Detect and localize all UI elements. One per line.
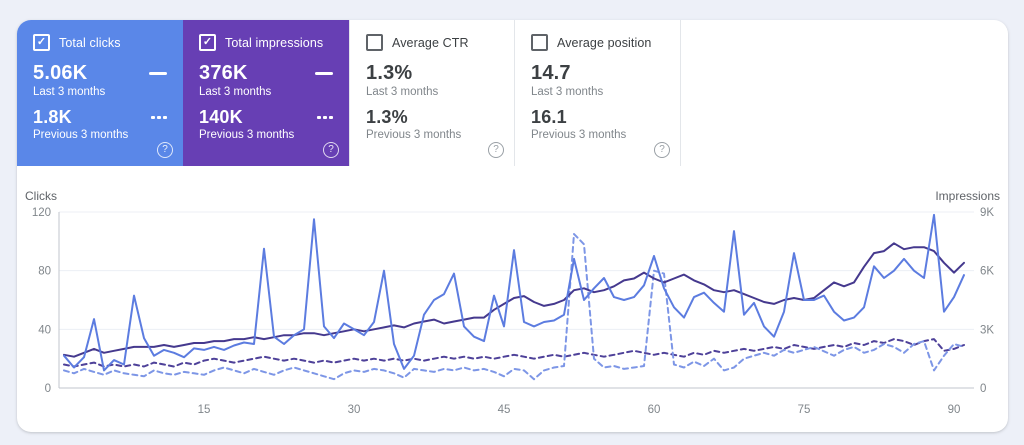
metric-cards-row: ✓ Total clicks 5.06K Last 3 months 1.8K …: [17, 20, 1008, 166]
card-header: Average CTR: [366, 34, 500, 51]
previous-caption: Previous 3 months: [366, 129, 462, 141]
help-icon[interactable]: ?: [157, 142, 173, 158]
left-axis-tick: 120: [32, 207, 51, 219]
dashed-line-icon: [151, 116, 167, 119]
previous-value: 16.1: [531, 107, 567, 127]
help-icon[interactable]: ?: [323, 142, 339, 158]
previous-caption: Previous 3 months: [531, 129, 627, 141]
dashed-line-icon: [317, 116, 333, 119]
previous-value: 1.8K: [33, 107, 72, 127]
x-axis-tick: 90: [948, 404, 961, 416]
performance-panel: ✓ Total clicks 5.06K Last 3 months 1.8K …: [17, 20, 1008, 432]
previous-caption: Previous 3 months: [33, 129, 129, 141]
current-caption: Last 3 months: [33, 86, 106, 98]
card-header: ✓ Total clicks: [33, 34, 169, 51]
performance-chart: Clicks Impressions 120 80 40 0 9K 6K 3K 0 15 30 45 60…: [17, 185, 1008, 432]
card-label: Average CTR: [392, 35, 469, 50]
x-axis-tick: 30: [348, 404, 361, 416]
card-label: Total impressions: [225, 35, 324, 50]
x-axis-tick: 60: [648, 404, 661, 416]
card-total-impressions[interactable]: ✓ Total impressions 376K Last 3 months 1…: [183, 20, 349, 166]
right-axis-tick: 3K: [980, 324, 994, 336]
performance-chart-svg: Clicks Impressions 120 80 40 0 9K 6K 3K 0 15 30 45 60…: [25, 189, 1000, 416]
current-value: 5.06K: [33, 62, 88, 84]
series-line-clicks-previous: [63, 233, 965, 381]
help-icon[interactable]: ?: [654, 142, 670, 158]
left-axis-tick: 0: [45, 383, 51, 395]
check-icon: ✓: [202, 36, 213, 48]
previous-value: 140K: [199, 107, 243, 127]
card-header: Average position: [531, 34, 666, 51]
total-clicks-checkbox[interactable]: ✓: [33, 34, 50, 51]
solid-line-icon: [315, 72, 333, 75]
current-value: 376K: [199, 62, 248, 84]
total-impressions-checkbox[interactable]: ✓: [199, 34, 216, 51]
card-label: Average position: [557, 35, 652, 50]
card-label: Total clicks: [59, 35, 121, 50]
average-position-checkbox[interactable]: [531, 34, 548, 51]
right-axis-tick: 9K: [980, 207, 994, 219]
card-total-clicks[interactable]: ✓ Total clicks 5.06K Last 3 months 1.8K …: [17, 20, 183, 166]
help-icon[interactable]: ?: [488, 142, 504, 158]
series-line-impressions-previous: [63, 338, 965, 368]
current-value: 14.7: [531, 62, 571, 84]
current-caption: Last 3 months: [366, 86, 439, 98]
card-average-position[interactable]: Average position 14.7 Last 3 months 16.1…: [515, 20, 681, 166]
series-line-clicks-current: [63, 213, 965, 372]
right-axis-tick: 0: [980, 383, 986, 395]
x-axis-tick: 15: [198, 404, 211, 416]
right-axis-title: Impressions: [935, 189, 1000, 203]
check-icon: ✓: [36, 36, 47, 48]
solid-line-icon: [149, 72, 167, 75]
card-header: ✓ Total impressions: [199, 34, 335, 51]
left-axis-title: Clicks: [25, 189, 57, 203]
previous-caption: Previous 3 months: [199, 129, 295, 141]
x-axis-tick: 75: [798, 404, 811, 416]
current-caption: Last 3 months: [531, 86, 604, 98]
series-line-impressions-current: [63, 242, 965, 358]
right-axis-tick: 6K: [980, 266, 994, 278]
left-axis-tick: 40: [38, 324, 51, 336]
card-average-ctr[interactable]: Average CTR 1.3% Last 3 months 1.3% Prev…: [349, 20, 515, 166]
current-caption: Last 3 months: [199, 86, 272, 98]
current-value: 1.3%: [366, 62, 413, 84]
x-axis-tick: 45: [498, 404, 511, 416]
left-axis-tick: 80: [38, 266, 51, 278]
average-ctr-checkbox[interactable]: [366, 34, 383, 51]
previous-value: 1.3%: [366, 107, 408, 127]
